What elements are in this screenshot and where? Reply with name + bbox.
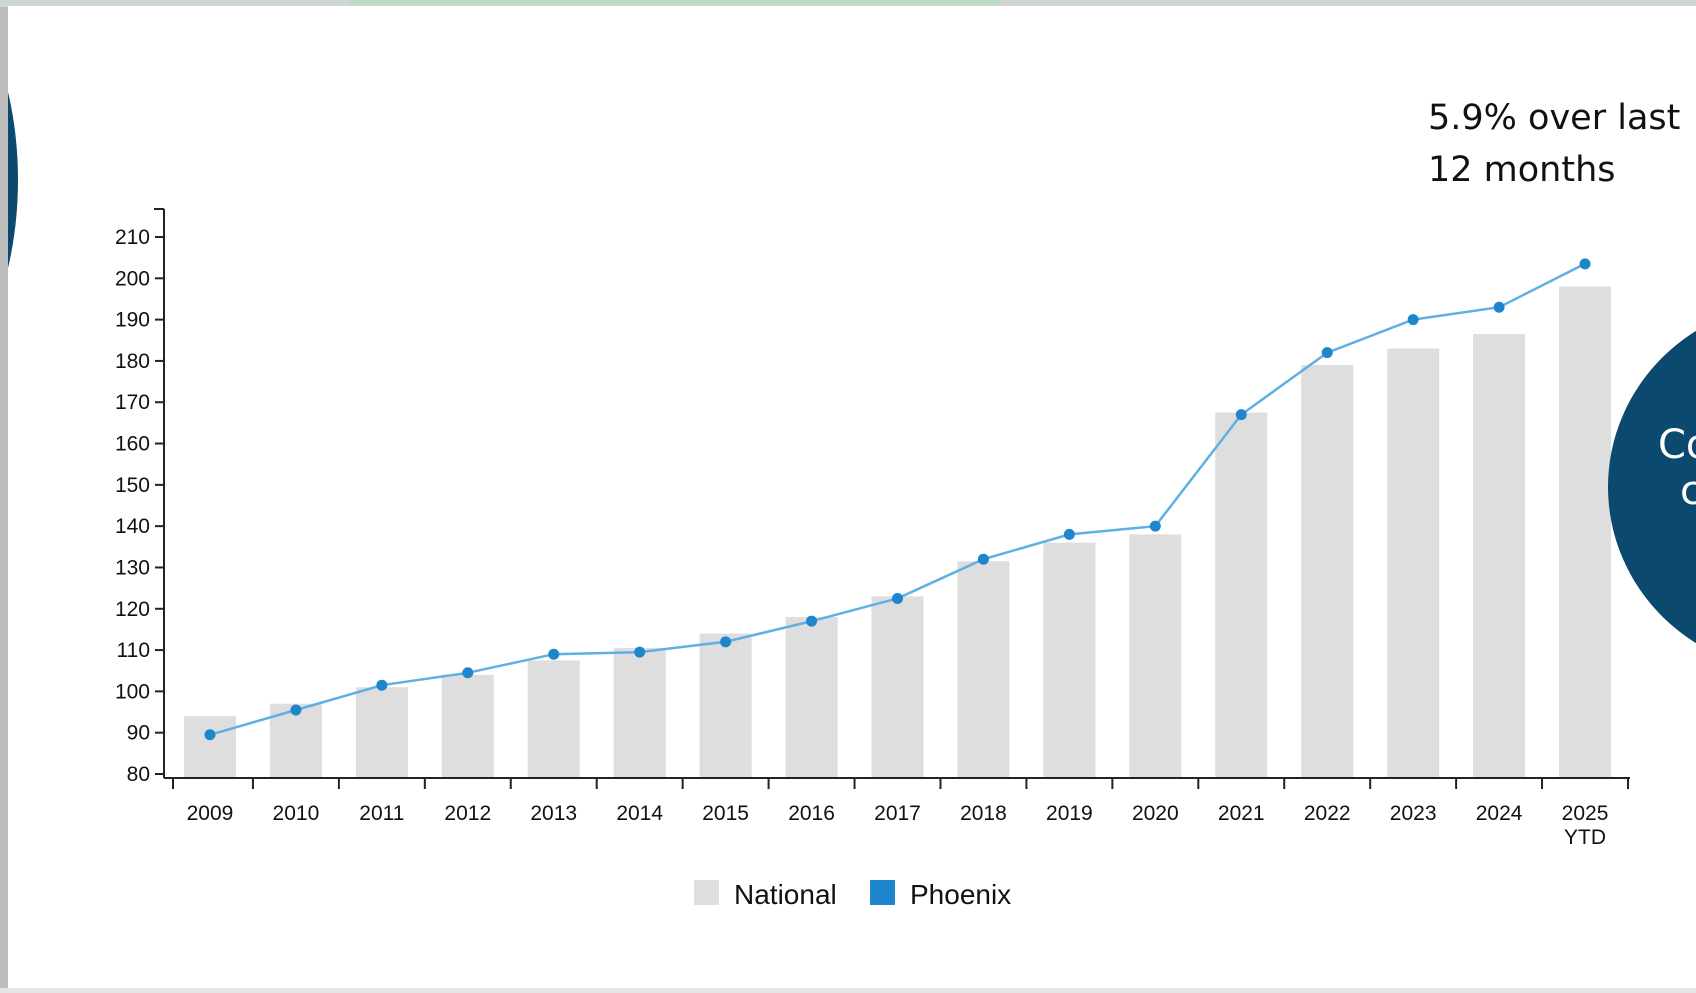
bar-national-2012: [441, 674, 494, 778]
y-tick-label-180: 180: [115, 350, 150, 373]
top-strip-accent: [350, 0, 1000, 4]
point-phoenix-2013: [548, 648, 560, 660]
bar-national-2024: [1473, 334, 1526, 778]
point-phoenix-2023: [1407, 314, 1419, 326]
top-strip: [0, 0, 1696, 7]
y-tick-label-140: 140: [115, 515, 150, 538]
x-tick-label-2019: 2019: [1046, 802, 1093, 825]
x-tick-label-2016: 2016: [788, 802, 835, 825]
y-tick-label-150: 150: [115, 474, 150, 497]
x-tick-label-2012: 2012: [444, 802, 491, 825]
legend-swatch-national: [694, 880, 719, 905]
legend-label-phoenix: Phoenix: [910, 879, 1011, 910]
y-tick-label-130: 130: [115, 556, 150, 579]
point-phoenix-2011: [376, 679, 388, 691]
y-tick-label-190: 190: [115, 309, 150, 332]
slide: 5.9% over last 12 months 80 90 100 110 120 13…: [8, 6, 1696, 988]
x-tick-label-2014: 2014: [616, 802, 663, 825]
y-tick-label-80: 80: [127, 763, 150, 786]
point-phoenix-2009: [204, 729, 216, 741]
legend-label-national: National: [734, 879, 837, 910]
point-phoenix-2022: [1321, 347, 1333, 359]
callout-text-line-2: c: [1680, 468, 1696, 514]
point-phoenix-2010: [290, 704, 302, 716]
x-tick-label-2023: 2023: [1390, 802, 1437, 825]
bar-national-2014: [613, 648, 666, 778]
x-tick-label-2011: 2011: [359, 802, 404, 825]
point-phoenix-2024: [1493, 301, 1505, 313]
bar-national-2025-ytd: [1559, 286, 1612, 778]
y-tick-label-100: 100: [115, 680, 150, 703]
y-tick-label-120: 120: [115, 598, 150, 621]
point-phoenix-2019: [1063, 528, 1075, 540]
x-tick-label-2020: 2020: [1132, 802, 1179, 825]
point-phoenix-2018: [977, 553, 989, 565]
point-phoenix-2017: [892, 592, 903, 604]
bar-national-2019: [1043, 542, 1096, 778]
bar-national-2018: [957, 561, 1010, 778]
y-tick-label-210: 210: [115, 226, 150, 249]
point-phoenix-2014: [634, 646, 646, 658]
bar-national-2021: [1215, 412, 1268, 778]
y-tick-label-90: 90: [127, 722, 150, 745]
x-tick-label-2010: 2010: [273, 802, 320, 825]
bottom-strip: [0, 988, 1696, 993]
point-phoenix-2021: [1235, 409, 1247, 421]
point-phoenix-2015: [720, 636, 732, 648]
bar-national-2013: [527, 660, 580, 778]
x-tick-label-2025-ytd-line2: YTD: [1564, 826, 1606, 849]
price-index-chart: 80 90 100 110 120 130 140 150 160 170 180 190 200 210…: [115, 208, 1630, 910]
bar-national-2022: [1301, 365, 1354, 778]
bar-national-2023: [1387, 348, 1440, 778]
annotation-line-1: 5.9% over last: [1428, 98, 1681, 138]
annotation-line-2: 12 months: [1428, 150, 1616, 190]
x-tick-label-2025-ytd: 2025: [1562, 802, 1609, 825]
y-tick-label-200: 200: [115, 267, 150, 290]
bar-national-2015: [699, 633, 752, 778]
change-annotation: 5.9% over last 12 months: [1428, 92, 1688, 196]
y-tick-label-110: 110: [117, 639, 150, 662]
point-phoenix-2016: [806, 615, 818, 627]
bar-national-2017: [871, 596, 924, 778]
x-tick-label-2021: 2021: [1218, 802, 1265, 825]
y-tick-label-160: 160: [115, 433, 150, 456]
point-phoenix-2020: [1149, 520, 1161, 532]
left-decorative-circle: [8, 6, 18, 400]
x-tick-label-2013: 2013: [530, 802, 577, 825]
bar-national-2020: [1129, 534, 1182, 778]
x-tick-label-2015: 2015: [702, 802, 749, 825]
legend-swatch-phoenix: [870, 880, 895, 905]
x-tick-label-2022: 2022: [1304, 802, 1351, 825]
point-phoenix-2012: [462, 667, 474, 679]
y-tick-label-170: 170: [115, 391, 150, 414]
bar-national-2016: [785, 617, 838, 778]
bar-national-2009: [183, 716, 236, 778]
bar-national-2011: [355, 687, 408, 778]
point-phoenix-2025-ytd: [1579, 258, 1591, 270]
x-tick-label-2018: 2018: [960, 802, 1007, 825]
x-tick-label-2017: 2017: [874, 802, 921, 825]
callout-text-line-1: Co: [1658, 422, 1696, 468]
x-tick-label-2009: 2009: [187, 802, 234, 825]
x-tick-label-2024: 2024: [1476, 802, 1523, 825]
